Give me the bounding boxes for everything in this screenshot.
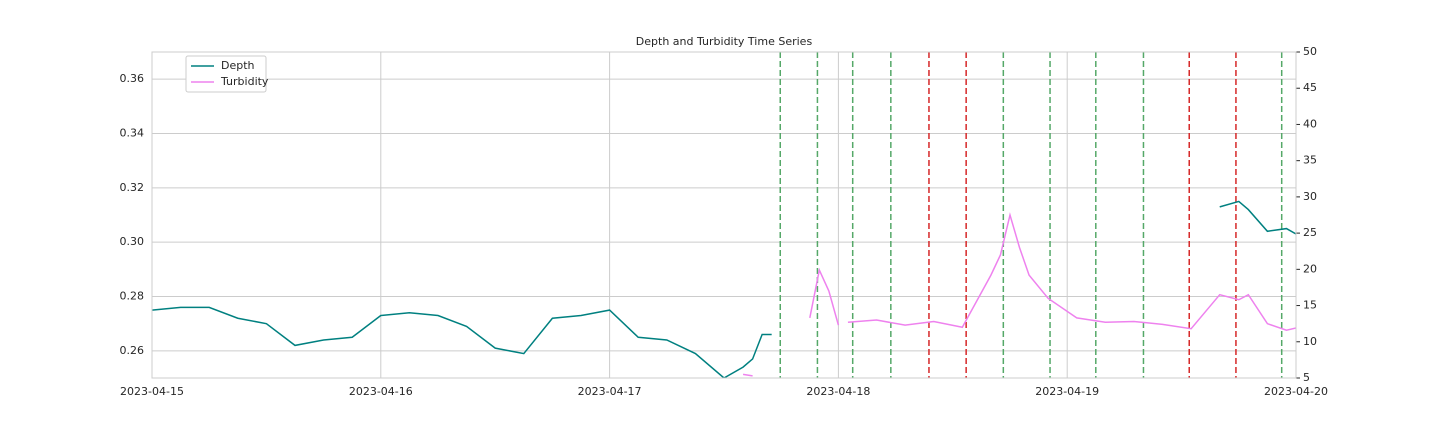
y-tick-label: 0.28 bbox=[120, 290, 145, 303]
legend-box bbox=[185, 55, 267, 93]
y2-tick-label: 10 bbox=[1303, 335, 1317, 348]
y2-tick-label: 5 bbox=[1303, 371, 1310, 384]
y-tick-label: 0.36 bbox=[120, 72, 145, 85]
y2-tick-label: 20 bbox=[1303, 262, 1317, 275]
y2-tick-label: 15 bbox=[1303, 299, 1317, 312]
y-tick-label: 0.32 bbox=[120, 181, 145, 194]
x-tick-label: 2023-04-19 bbox=[1035, 385, 1099, 398]
y-tick-label: 0.30 bbox=[120, 235, 145, 248]
x-tick-label: 2023-04-15 bbox=[120, 385, 184, 398]
y2-tick-label: 45 bbox=[1303, 81, 1317, 94]
legend-label: Turbidity bbox=[220, 75, 269, 88]
series-line bbox=[742, 212, 1296, 377]
y2-tick-label: 40 bbox=[1303, 117, 1317, 130]
y-tick-label: 0.26 bbox=[120, 344, 145, 357]
chart-title: Depth and Turbidity Time Series bbox=[636, 35, 813, 48]
y2-tick-label: 30 bbox=[1303, 190, 1317, 203]
series-line bbox=[152, 200, 1296, 378]
x-tick-label: 2023-04-20 bbox=[1264, 385, 1328, 398]
x-tick-label: 2023-04-17 bbox=[578, 385, 642, 398]
y2-tick-label: 35 bbox=[1303, 154, 1317, 167]
x-tick-label: 2023-04-18 bbox=[806, 385, 870, 398]
y2-tick-label: 25 bbox=[1303, 226, 1317, 239]
plot-frame bbox=[151, 51, 1297, 379]
x-tick-label: 2023-04-16 bbox=[349, 385, 413, 398]
y-tick-label: 0.34 bbox=[120, 127, 145, 140]
legend-label: Depth bbox=[221, 59, 255, 72]
y2-tick-label: 50 bbox=[1303, 45, 1317, 58]
